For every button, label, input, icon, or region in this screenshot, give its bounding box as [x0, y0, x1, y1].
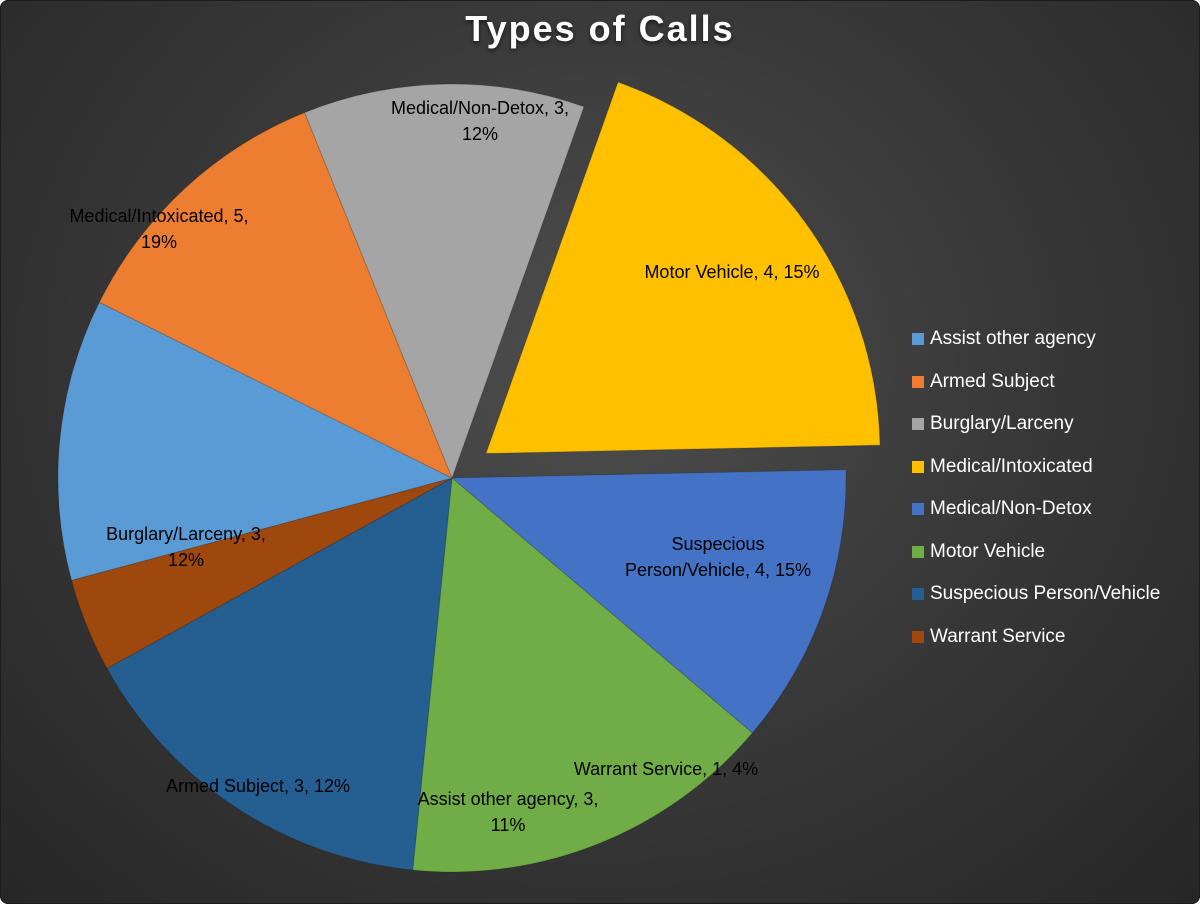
data-label-burglary-larceny: Burglary/Larceny, 3, 12% — [106, 524, 266, 570]
legend-item-suspecious-person-vehicle: Suspecious Person/Vehicle — [912, 573, 1160, 616]
pie-slices — [57, 81, 881, 873]
legend-item-burglary-larceny: Burglary/Larceny — [912, 403, 1160, 446]
pie-slice-suspecious-person-vehicle — [106, 477, 453, 871]
legend-label: Suspecious Person/Vehicle — [930, 583, 1161, 605]
data-label-medical-non-detox: Medical/Non-Detox, 3, 12% — [391, 98, 569, 144]
data-label-motor-vehicle: Motor Vehicle, 4, 15% — [644, 262, 819, 282]
legend-swatch — [912, 588, 924, 601]
legend-item-medical-non-detox: Medical/Non-Detox — [912, 488, 1160, 531]
legend-item-motor-vehicle: Motor Vehicle — [912, 531, 1160, 574]
data-label-medical-intoxicated: Medical/Intoxicated, 5, 19% — [69, 206, 248, 252]
legend-swatch — [912, 460, 924, 473]
data-labels: Assist other agency, 3, 11% Armed Subject,… — [69, 98, 819, 835]
pie-slice-motor-vehicle — [412, 477, 754, 873]
data-label-warrant-service: Warrant Service, 1, 4% — [574, 759, 758, 779]
legend-label: Motor Vehicle — [930, 540, 1046, 562]
legend-item-armed-subject: Armed Subject — [912, 361, 1160, 404]
legend-swatch — [912, 545, 924, 558]
legend-swatch — [912, 630, 924, 643]
legend-swatch — [912, 503, 924, 516]
legend-label: Medical/Intoxicated — [930, 455, 1093, 477]
pie-slice-warrant-service — [70, 477, 453, 670]
legend-label: Burglary/Larceny — [930, 413, 1074, 435]
pie-slice-burglary-larceny — [303, 83, 585, 480]
data-label-suspecious-person-vehicle: Suspecious Person/Vehicle, 4, 15% — [625, 534, 811, 580]
legend: Assist other agency Armed Subject Burglary… — [912, 318, 1160, 658]
legend-swatch — [912, 418, 924, 431]
data-label-assist-other-agency: Assist other agency, 3, 11% — [418, 789, 599, 835]
legend-label: Warrant Service — [930, 625, 1066, 647]
pie-slice-assist-other-agency — [57, 301, 454, 581]
legend-label: Armed Subject — [930, 370, 1055, 392]
pie-slice-medical-intoxicated — [485, 81, 881, 454]
chart-title: Types of Calls — [465, 8, 735, 49]
legend-label: Medical/Non-Detox — [930, 498, 1092, 520]
legend-item-assist-other-agency: Assist other agency — [912, 318, 1160, 361]
legend-swatch — [912, 333, 924, 346]
pie-slice-armed-subject — [98, 111, 453, 480]
legend-label: Assist other agency — [930, 328, 1096, 350]
pie-slice-medical-non-detox — [450, 469, 847, 734]
legend-item-medical-intoxicated: Medical/Intoxicated — [912, 446, 1160, 489]
data-label-armed-subject: Armed Subject, 3, 12% — [166, 776, 350, 796]
legend-swatch — [912, 375, 924, 388]
legend-item-warrant-service: Warrant Service — [912, 616, 1160, 659]
